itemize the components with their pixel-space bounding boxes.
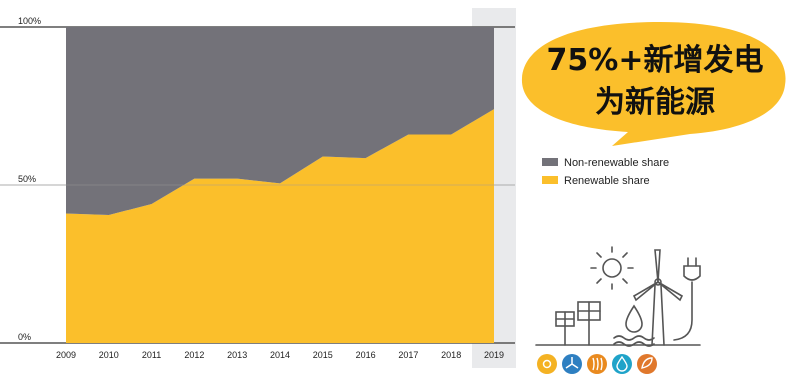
- water-drop-icon: [613, 304, 655, 347]
- x-tick-label: 2013: [227, 350, 247, 360]
- y-tick-label: 100%: [18, 16, 41, 26]
- wind-turbine-icon: [632, 249, 684, 346]
- power-plug-icon: [673, 257, 701, 341]
- y-tick-label: 50%: [18, 174, 36, 184]
- callout-shape: [521, 22, 786, 146]
- x-tick-label: 2017: [398, 350, 418, 360]
- wind-badge-icon: [562, 354, 582, 374]
- x-tick-label: 2016: [356, 350, 376, 360]
- sun-icon: [590, 246, 634, 290]
- legend-swatch: [542, 158, 558, 166]
- y-axis-ticks: 0% 50% 100%: [18, 16, 41, 342]
- energy-illustration: [535, 246, 701, 347]
- x-tick-label: 2012: [184, 350, 204, 360]
- x-tick-label: 2015: [313, 350, 333, 360]
- area-series-group: [0, 27, 515, 343]
- x-tick-label: 2009: [56, 350, 76, 360]
- callout-line-2: 为新能源: [595, 85, 715, 120]
- bio-badge-icon: [637, 354, 657, 374]
- area-renewable-share: [66, 109, 494, 343]
- area-non-renewable-share: [66, 27, 494, 216]
- x-tick-label: 2018: [441, 350, 461, 360]
- solar-badge-icon: [537, 354, 557, 374]
- x-tick-label: 2014: [270, 350, 290, 360]
- legend-swatch: [542, 176, 558, 184]
- hydro-badge-icon: [612, 354, 632, 374]
- x-tick-label: 2011: [142, 350, 161, 360]
- y-tick-label: 0%: [18, 332, 31, 342]
- x-tick-label: 2019: [484, 350, 504, 360]
- solar-panel-icon: [555, 301, 601, 346]
- energy-badges: [537, 354, 657, 374]
- legend-label: Non-renewable share: [564, 157, 669, 169]
- callout-line-1: 75%+新增发电: [547, 43, 764, 78]
- x-axis-ticks: 2009 2010 2011 2012 2013 2014 2015 2016 2017 2018…: [56, 350, 504, 360]
- legend-label: Renewable share: [564, 175, 650, 187]
- callout-bubble: 75%+新增发电 为新能源: [521, 22, 786, 146]
- heat-badge-icon: [587, 354, 607, 374]
- legend: Non-renewable share Renewable share: [542, 157, 669, 187]
- x-tick-label: 2010: [99, 350, 119, 360]
